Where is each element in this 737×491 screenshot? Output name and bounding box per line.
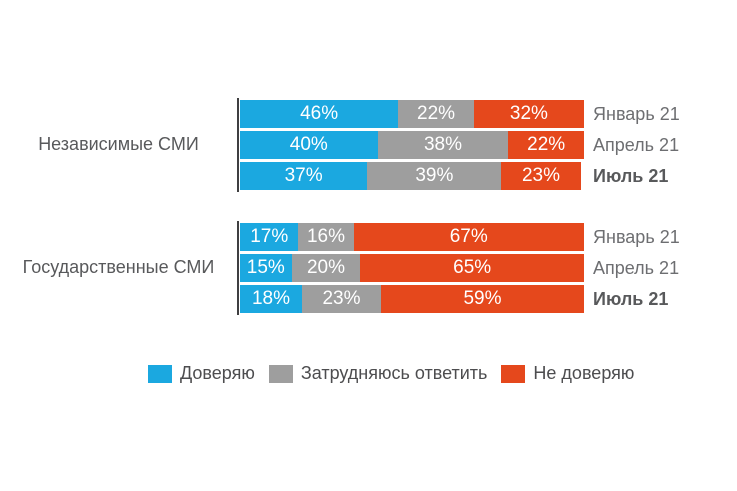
bar-track: 46% 22% 32% (240, 100, 584, 128)
legend-swatch-distrust (501, 364, 526, 383)
legend-swatch-unsure (268, 364, 293, 383)
period-label: Апрель 21 (593, 134, 680, 155)
value-label: 46% (300, 103, 339, 124)
value-label: 23% (322, 288, 361, 309)
group-label-independent-media: Независимые СМИ (38, 134, 199, 154)
bar-segment-trust: 46% (240, 100, 399, 128)
bar-segment-trust: 37% (240, 162, 368, 190)
bar-segment-unsure: 16% (298, 223, 354, 251)
value-label: 15% (246, 257, 285, 278)
value-label: 32% (509, 103, 548, 124)
bar-segment-distrust: 32% (473, 100, 584, 128)
value-label: 18% (251, 288, 290, 309)
bar-track: 37% 39% 23% (240, 162, 584, 190)
bar-segment-unsure: 39% (367, 162, 502, 190)
bar-segment-distrust: 67% (353, 223, 584, 251)
bar-segment-trust: 18% (240, 285, 302, 313)
legend-swatch-trust (148, 364, 172, 383)
bar-track: 40% 38% 22% (240, 131, 584, 159)
bar-row: 18% 23% 59% Июль 21 (240, 285, 680, 313)
value-label: 20% (306, 257, 345, 278)
value-label: 23% (521, 165, 560, 186)
bar-segment-distrust: 65% (360, 254, 584, 282)
group-label-state-media: Государственные СМИ (22, 257, 215, 277)
legend-label: Доверяю (180, 363, 255, 383)
axis-baseline-group2 (237, 221, 239, 315)
group-state-media-rows: 17% 16% 67% Январь 21 15% 20% 65% Апрель 21 18% 2… (240, 223, 680, 316)
legend: Доверяю Затрудняюсь ответить Не доверяю (148, 363, 634, 384)
bar-segment-unsure: 38% (377, 131, 509, 159)
bar-track: 15% 20% 65% (240, 254, 584, 282)
bar-row: 40% 38% 22% Апрель 21 (240, 131, 680, 159)
bar-segment-unsure: 22% (398, 100, 474, 128)
value-label: 65% (453, 257, 492, 278)
bar-segment-distrust: 23% (501, 162, 581, 190)
period-label: Январь 21 (593, 226, 680, 247)
value-label: 59% (463, 288, 502, 309)
legend-item: Затрудняюсь ответить (268, 363, 488, 384)
bar-track: 18% 23% 59% (240, 285, 584, 313)
bar-segment-unsure: 20% (291, 254, 361, 282)
group-independent-media-rows: 46% 22% 32% Январь 21 40% 38% 22% Апрель 21 37% 3… (240, 100, 680, 193)
bar-segment-trust: 17% (240, 223, 299, 251)
bar-row: 46% 22% 32% Январь 21 (240, 100, 680, 128)
period-label: Июль 21 (593, 165, 669, 186)
period-label: Июль 21 (593, 288, 669, 309)
bar-segment-distrust: 22% (508, 131, 584, 159)
legend-label: Не доверяю (533, 363, 635, 383)
bar-segment-trust: 40% (240, 131, 378, 159)
bar-segment-unsure: 23% (301, 285, 382, 313)
bar-segment-trust: 15% (240, 254, 292, 282)
bar-row: 17% 16% 67% Январь 21 (240, 223, 680, 251)
legend-label: Затрудняюсь ответить (300, 363, 488, 383)
legend-item: Не доверяю (501, 363, 634, 384)
period-label: Январь 21 (593, 103, 680, 124)
legend-item: Доверяю (148, 363, 255, 384)
bar-track: 17% 16% 67% (240, 223, 584, 251)
period-label: Апрель 21 (593, 257, 680, 278)
value-label: 16% (306, 226, 345, 247)
value-label: 22% (527, 134, 566, 155)
value-label: 37% (284, 165, 323, 186)
value-label: 22% (417, 103, 456, 124)
bar-row: 15% 20% 65% Апрель 21 (240, 254, 680, 282)
value-label: 67% (449, 226, 488, 247)
value-label: 38% (423, 134, 462, 155)
bar-row: 37% 39% 23% Июль 21 (240, 162, 680, 190)
value-label: 17% (250, 226, 289, 247)
bar-segment-distrust: 59% (381, 285, 584, 313)
value-label: 39% (415, 165, 454, 186)
axis-baseline-group1 (237, 98, 239, 192)
value-label: 40% (289, 134, 328, 155)
